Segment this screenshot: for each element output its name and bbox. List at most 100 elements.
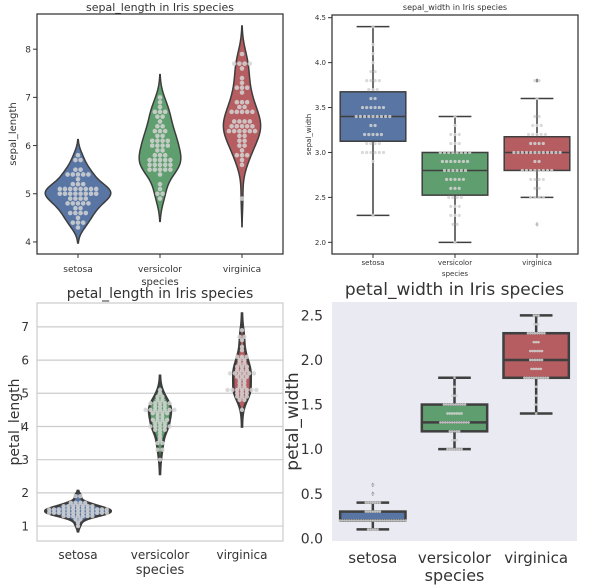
swarm-point xyxy=(457,421,461,424)
swarm-point xyxy=(443,421,447,424)
swarm-point xyxy=(450,394,454,397)
swarm-point xyxy=(367,132,371,137)
swarm-point xyxy=(78,493,83,499)
swarm-point xyxy=(250,109,255,115)
swarm-point xyxy=(529,177,533,182)
swarm-point xyxy=(225,387,230,393)
swarm-point xyxy=(242,381,247,386)
swarm-point xyxy=(540,358,544,362)
swarm-point xyxy=(532,322,536,326)
swarm-point xyxy=(381,105,386,110)
swarm-point xyxy=(157,434,163,439)
swarm-point xyxy=(457,132,461,137)
swarm-point xyxy=(388,114,392,119)
swarm-point xyxy=(66,507,71,512)
swarm-point xyxy=(95,510,100,515)
swarm-point xyxy=(242,361,247,366)
swarm-point xyxy=(162,167,168,172)
swarm-point xyxy=(550,168,554,173)
swarm-point xyxy=(531,132,535,137)
swarm-point xyxy=(536,403,539,406)
swarm-point xyxy=(538,331,541,335)
swarm-point xyxy=(78,186,83,192)
swarm-point xyxy=(71,513,76,519)
swarm-point xyxy=(172,407,177,413)
swarm-point xyxy=(162,152,168,158)
swarm-point xyxy=(534,340,538,344)
swarm-point xyxy=(237,61,242,66)
swarm-point xyxy=(157,157,163,163)
swarm-point xyxy=(442,403,446,406)
swarm-point xyxy=(61,513,66,519)
swarm-point xyxy=(160,397,165,403)
swarm-point xyxy=(80,510,86,515)
y-tick-label: 2.5 xyxy=(315,194,326,202)
swarm-point xyxy=(157,420,163,426)
swarm-point xyxy=(534,322,538,326)
swarm-point xyxy=(453,213,457,217)
swarm-point xyxy=(148,407,153,413)
swarm-point xyxy=(532,376,536,380)
swarm-point xyxy=(157,391,163,396)
swarm-point xyxy=(527,376,531,380)
swarm-point xyxy=(162,128,168,134)
swarm-point xyxy=(247,61,253,66)
swarm-point xyxy=(237,384,242,389)
swarm-point xyxy=(384,114,388,119)
swarm-point xyxy=(537,78,541,83)
swarm-point xyxy=(93,186,99,192)
swarm-point xyxy=(448,430,452,433)
swarm-point xyxy=(369,123,373,128)
swarm-point xyxy=(369,96,373,101)
swarm-point xyxy=(165,411,170,416)
swarm-point xyxy=(455,438,459,442)
swarm-point xyxy=(373,510,377,513)
swarm-point xyxy=(160,143,165,148)
swarm-point xyxy=(157,407,163,413)
swarm-point xyxy=(451,150,455,155)
swarm-point xyxy=(536,358,539,362)
swarm-point xyxy=(533,331,537,335)
y-tick-label: 0.0 xyxy=(301,531,323,547)
swarm-point xyxy=(373,501,377,504)
swarm-point xyxy=(525,376,529,380)
swarm-point xyxy=(468,150,472,155)
swarm-point xyxy=(544,376,547,380)
swarm-point xyxy=(66,510,71,515)
swarm-point xyxy=(448,447,452,451)
swarm-point xyxy=(239,364,245,369)
swarm-point xyxy=(343,519,346,522)
swarm-point xyxy=(239,109,245,115)
subplot-petal-width: 0.0 0.5 1.0 1.5 2.0 2.5 setosa versicolor virgin… xyxy=(283,280,577,585)
swarm-point xyxy=(533,150,537,155)
swarm-point xyxy=(249,387,254,393)
swarm-point xyxy=(369,70,373,74)
x-axis-label: species xyxy=(136,563,185,578)
swarm-point xyxy=(66,503,71,509)
swarm-point xyxy=(453,385,456,389)
swarm-point xyxy=(242,138,247,144)
swarm-point xyxy=(153,424,158,429)
swarm-point xyxy=(104,507,110,512)
swarm-point xyxy=(369,105,373,110)
violin-setosa xyxy=(44,138,112,244)
swarm-point xyxy=(371,159,375,164)
x-tick-label: setosa xyxy=(348,549,397,567)
swarm-point xyxy=(239,85,245,91)
swarm-point xyxy=(450,430,454,433)
x-tick-label: virginica xyxy=(217,548,268,562)
swarm-point xyxy=(447,150,451,155)
swarm-point xyxy=(395,519,398,522)
swarm-point xyxy=(155,123,160,129)
swarm-point xyxy=(78,500,83,506)
swarm-point xyxy=(373,78,377,83)
swarm-point xyxy=(373,528,377,531)
swarm-point xyxy=(457,204,461,208)
swarm-point xyxy=(157,99,163,105)
swarm-point xyxy=(90,513,95,519)
swarm-point xyxy=(150,417,155,423)
swarm-point xyxy=(155,414,160,419)
swarm-point xyxy=(152,109,158,115)
swarm-point xyxy=(534,314,538,317)
swarm-point xyxy=(160,114,165,119)
